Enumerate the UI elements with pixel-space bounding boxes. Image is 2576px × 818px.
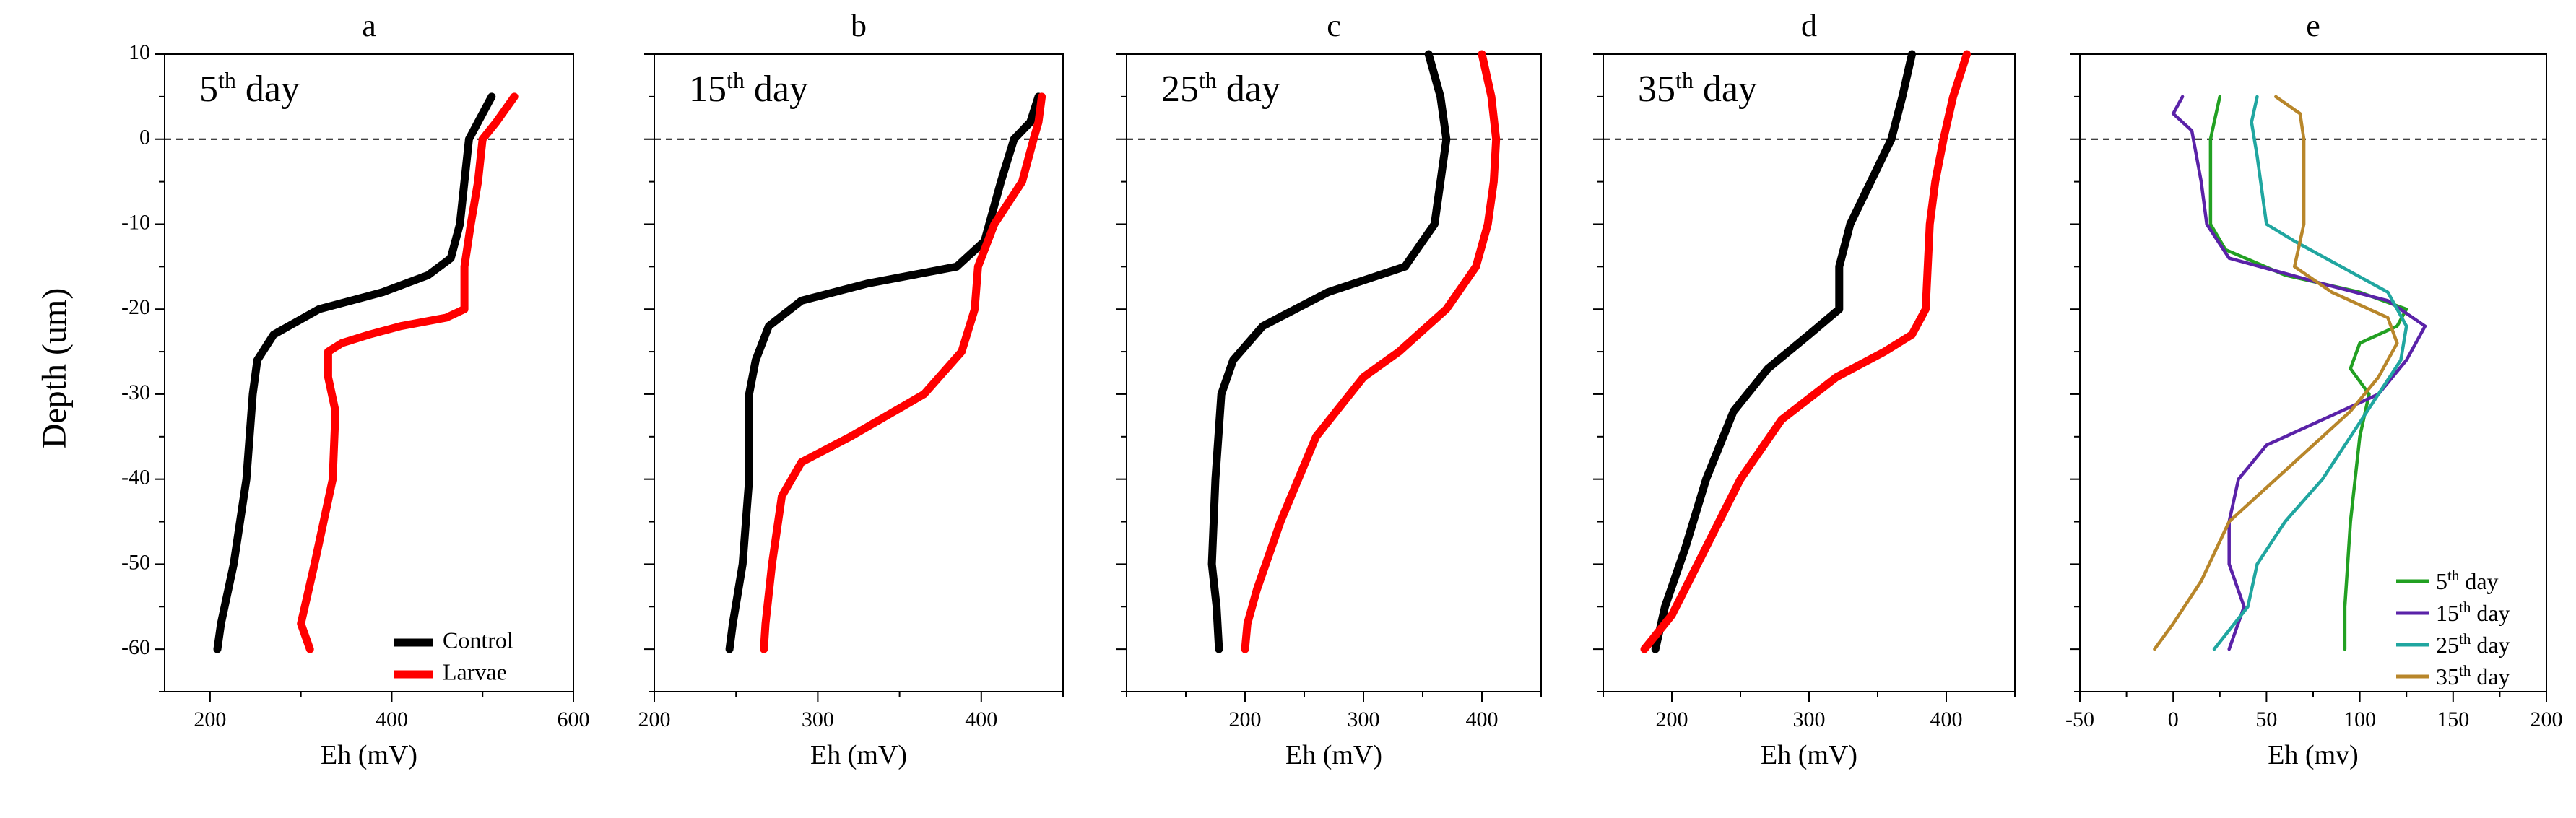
y-tick-label: -60 [121, 635, 150, 659]
x-tick-label: 200 [2531, 708, 2563, 731]
plot-frame [1126, 53, 1542, 692]
x-tick-label: 400 [1466, 708, 1499, 731]
x-axis-label: Eh (mV) [1761, 740, 1857, 770]
x-axis-label: Eh (mV) [321, 740, 417, 770]
plot-frame [2079, 53, 2547, 692]
panel-title: d [1801, 8, 1817, 43]
x-tick-label: 0 [2168, 708, 2179, 731]
panel-title: c [1327, 8, 1341, 43]
series-line-2 [2212, 95, 2408, 651]
panel-b: b 200 300 400 Eh (mV) 15th day [638, 8, 1064, 770]
x-tick-label: 300 [802, 708, 834, 731]
x-tick-label: 150 [2437, 708, 2469, 731]
x-tick-label: 600 [558, 708, 590, 731]
x-tick-label: 400 [1930, 708, 1963, 731]
panel-d: d 200 300 400 Eh (mV) 35th day [1593, 8, 2016, 770]
legend-label: Larvae [443, 658, 507, 684]
y-tick-label: -20 [121, 295, 150, 319]
panel-a: a 10 0 -10 -20 -30 -40 -50 -60 200 400 600 Eh (mV) 5t… [121, 8, 590, 770]
y-tick-label: -50 [121, 550, 150, 574]
x-tick-label: -50 [2065, 708, 2094, 731]
x-tick-label: 200 [638, 708, 671, 731]
y-tick-label: 0 [139, 126, 150, 149]
x-axis-label: Eh (mv) [2268, 740, 2359, 770]
panel-title: e [2306, 8, 2320, 43]
panel-title: b [851, 8, 867, 43]
x-tick-label: 200 [1229, 708, 1262, 731]
x-tick-label: 50 [2255, 708, 2277, 731]
day-label: 15th day [689, 67, 808, 110]
panel-title: a [362, 8, 376, 43]
panel-c: c 200 300 400 Eh (mV) 25th day [1116, 8, 1542, 770]
legend-label: 25th day [2436, 630, 2510, 658]
series-line-0 [1207, 50, 1451, 653]
legend-label: Control [443, 627, 513, 653]
series-line-3 [2153, 95, 2399, 651]
series-line-0 [1651, 50, 1916, 653]
day-label: 35th day [1638, 67, 1757, 110]
day-label: 5th day [199, 67, 300, 110]
x-tick-label: 400 [965, 708, 997, 731]
legend-label: 35th day [2436, 662, 2510, 689]
x-axis-label: Eh (mV) [1285, 740, 1382, 770]
series-line-0 [725, 92, 1043, 653]
series-line-1 [297, 92, 519, 653]
y-tick-label: 10 [129, 40, 150, 64]
x-tick-label: 100 [2343, 708, 2376, 731]
x-tick-label: 300 [1348, 708, 1380, 731]
y-tick-label: -30 [121, 380, 150, 404]
panel-e: e -50 0 50 100 150 200 Eh (mv) 5th day 15th day 25… [2065, 8, 2563, 770]
series-line-1 [1241, 50, 1501, 653]
legend-label: 15th day [2436, 599, 2510, 626]
series-line-1 [1640, 50, 1971, 653]
x-tick-label: 400 [376, 708, 408, 731]
x-tick-label: 300 [1793, 708, 1826, 731]
series-line-0 [213, 92, 496, 653]
series-line-1 [760, 92, 1046, 653]
plot-frame [164, 53, 574, 692]
y-tick-label: -10 [121, 210, 150, 234]
series-line-0 [2208, 95, 2408, 651]
legend-label: 5th day [2436, 567, 2499, 594]
day-label: 25th day [1161, 67, 1280, 110]
plot-frame [654, 53, 1064, 692]
x-axis-label: Eh (mV) [810, 740, 907, 770]
y-axis-label: Depth (um) [35, 288, 74, 449]
y-tick-label: -40 [121, 466, 150, 490]
x-tick-label: 200 [194, 708, 226, 731]
x-tick-label: 200 [1656, 708, 1688, 731]
series-line-1 [2171, 95, 2427, 651]
